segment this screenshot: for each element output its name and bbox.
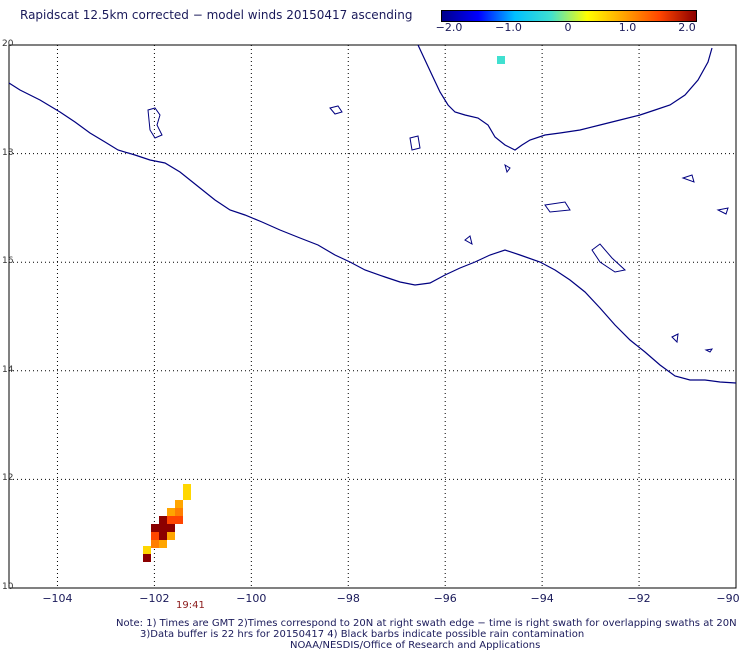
lat-tick-label: 12	[2, 473, 14, 484]
lon-tick-label: −90	[716, 592, 740, 605]
lakes	[147, 105, 729, 353]
wind-pixel	[143, 554, 151, 562]
gulf-coastline	[417, 44, 713, 151]
wind-pixel	[151, 532, 159, 540]
wind-pixel	[175, 516, 183, 524]
map-frame	[8, 44, 737, 589]
colorbar-tick: −1.0	[495, 21, 522, 34]
colorbar-tick: −2.0	[435, 21, 463, 34]
wind-pixel	[159, 516, 167, 524]
lon-tick-label: −92	[627, 592, 651, 605]
wind-pixel	[159, 532, 167, 540]
lat-tick-label: 14	[2, 364, 14, 375]
lon-tick-label: −100	[236, 592, 267, 605]
lat-tick-label: 16	[2, 256, 14, 267]
swath-time-label: 19:41	[176, 600, 205, 611]
wind-pixel	[151, 540, 159, 548]
wind-pixel	[143, 546, 151, 554]
lon-tick-label: −104	[42, 592, 73, 605]
lat-tick-label: 10	[2, 582, 14, 592]
wind-pixel	[497, 56, 505, 64]
map-title: Rapidscat 12.5km corrected − model winds…	[20, 8, 413, 22]
note-line-3: NOAA/NESDIS/Office of Research and Appli…	[290, 640, 541, 651]
lon-tick-label: −94	[530, 592, 554, 605]
note-line-2: 3)Data buffer is 22 hrs for 20150417 4) …	[140, 629, 585, 640]
colorbar-tick: 1.0	[618, 21, 637, 34]
wind-pixel	[159, 524, 167, 532]
colorbar-tick: 2.0	[678, 21, 696, 34]
wind-pixel	[167, 532, 175, 540]
note-line-1: Note: 1) Times are GMT 2)Times correspon…	[116, 618, 737, 629]
wind-pixel	[167, 516, 175, 524]
wind-pixel	[159, 540, 167, 548]
lon-tick-label: −98	[336, 592, 360, 605]
wind-pixel	[183, 492, 191, 500]
wind-pixel	[167, 524, 175, 532]
wind-pixel	[175, 500, 183, 508]
colorbar-tick: 0	[564, 21, 572, 34]
colorbar	[441, 10, 697, 22]
wind-pixel	[167, 508, 175, 516]
wind-pixel	[183, 484, 191, 492]
lon-tick-label: −96	[433, 592, 457, 605]
lat-tick-label: 18	[2, 147, 14, 158]
wind-pixel	[175, 508, 183, 516]
lat-tick-label: 20	[2, 39, 14, 49]
lon-tick-label: −102	[139, 592, 170, 605]
gridlines	[9, 45, 736, 588]
wind-pixel	[151, 524, 159, 532]
wind-diff-pixels	[143, 56, 505, 562]
coastline	[8, 82, 737, 384]
